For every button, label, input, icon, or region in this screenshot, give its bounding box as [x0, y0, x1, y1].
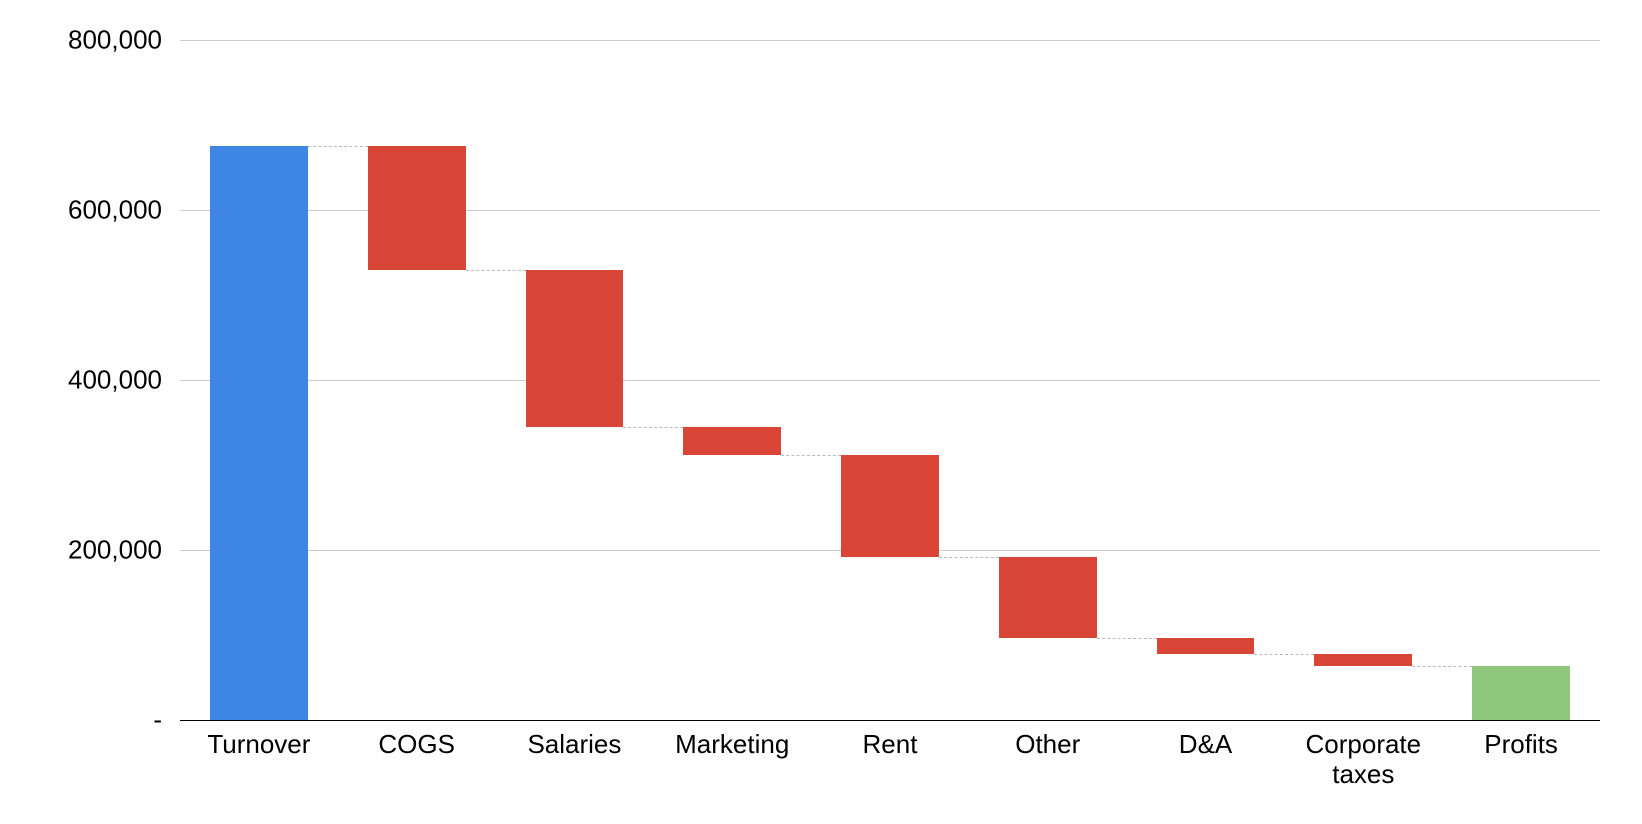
- y-tick-label: 600,000: [6, 195, 162, 226]
- x-tick-label: Other: [969, 730, 1127, 760]
- x-tick-label: Corporate taxes: [1284, 730, 1442, 790]
- gridline: [180, 40, 1600, 41]
- connector-line: [466, 270, 526, 271]
- waterfall-bar: [683, 427, 781, 455]
- waterfall-bar: [368, 146, 466, 270]
- y-tick-label: 800,000: [6, 25, 162, 56]
- connector-line: [939, 557, 999, 558]
- waterfall-bar: [1314, 654, 1412, 667]
- x-tick-label: Rent: [811, 730, 969, 760]
- gridline: [180, 380, 1600, 381]
- y-tick-label: 400,000: [6, 365, 162, 396]
- x-tick-label: Profits: [1442, 730, 1600, 760]
- connector-line: [623, 427, 683, 428]
- waterfall-chart: - 200,000 400,000 600,000 800,000 TurnoverCOG…: [0, 0, 1642, 824]
- x-tick-label: COGS: [338, 730, 496, 760]
- waterfall-bar: [999, 557, 1097, 639]
- connector-line: [308, 146, 368, 147]
- x-tick-label: Turnover: [180, 730, 338, 760]
- waterfall-bar: [1157, 638, 1255, 653]
- waterfall-bar: [1472, 666, 1570, 720]
- connector-line: [1254, 654, 1314, 655]
- waterfall-bar: [526, 270, 624, 426]
- x-axis: [180, 720, 1600, 721]
- y-tick-label: 200,000: [6, 535, 162, 566]
- plot-area: -200,000400,000600,000800,000TurnoverCOG…: [180, 40, 1600, 720]
- x-tick-label: D&A: [1127, 730, 1285, 760]
- waterfall-bar: [210, 146, 308, 720]
- connector-line: [781, 455, 841, 456]
- x-tick-label: Marketing: [653, 730, 811, 760]
- connector-line: [1097, 638, 1157, 639]
- connector-line: [1412, 666, 1472, 667]
- y-tick-label: -: [6, 705, 162, 736]
- x-tick-label: Salaries: [496, 730, 654, 760]
- waterfall-bar: [841, 455, 939, 557]
